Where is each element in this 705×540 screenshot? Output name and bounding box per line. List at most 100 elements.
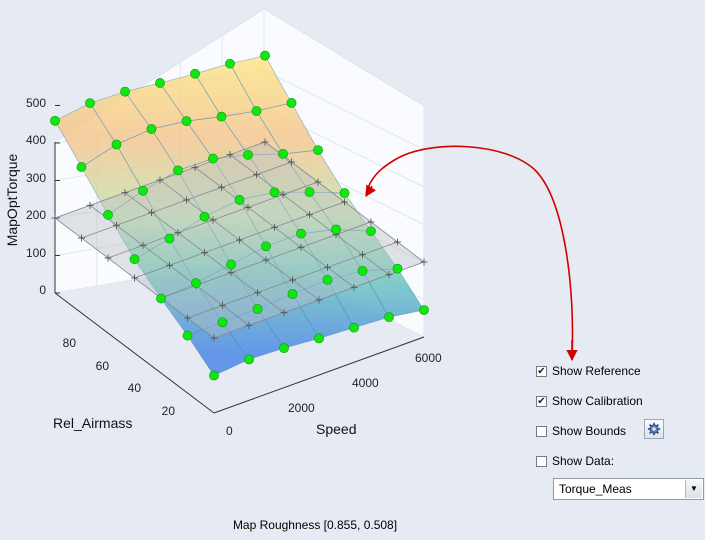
calibration-point[interactable] xyxy=(243,149,253,160)
calibration-point[interactable] xyxy=(357,265,368,276)
chevron-down-icon[interactable]: ▼ xyxy=(685,480,702,498)
airmass-axis-line xyxy=(54,292,215,414)
reference-node-marker xyxy=(184,314,191,322)
airmass-axis-label: Rel_Airmass xyxy=(53,415,132,431)
reference-node-marker xyxy=(183,196,190,204)
speed-tick-6000: 6000 xyxy=(415,351,442,365)
reference-node-marker xyxy=(279,191,287,199)
show-data-option[interactable]: Show Data: xyxy=(536,452,614,470)
calibration-point[interactable] xyxy=(146,124,157,134)
data-source-value: Torque_Meas xyxy=(559,482,632,496)
calibration-point[interactable] xyxy=(225,58,235,69)
calibration-point[interactable] xyxy=(209,370,219,381)
calibration-point[interactable] xyxy=(384,312,394,323)
calibration-point[interactable] xyxy=(286,97,297,108)
calibration-point[interactable] xyxy=(103,209,113,220)
show-reference-label: Show Reference xyxy=(552,364,641,378)
calibration-point[interactable] xyxy=(191,278,201,288)
calibration-point[interactable] xyxy=(296,228,306,239)
reference-node-marker xyxy=(288,158,295,166)
speed-tick-4000: 4000 xyxy=(352,376,379,390)
calibration-point[interactable] xyxy=(331,224,341,235)
reference-node-marker xyxy=(104,254,112,262)
calibration-point[interactable] xyxy=(251,106,262,116)
show-calibration-label: Show Calibration xyxy=(552,394,643,408)
airmass-tick-40: 40 xyxy=(128,381,142,395)
reference-node-marker xyxy=(166,261,173,269)
calibration-point[interactable] xyxy=(366,226,376,237)
show-reference-option[interactable]: ✔ Show Reference xyxy=(536,362,641,380)
reference-node-marker xyxy=(191,163,199,171)
calibration-point[interactable] xyxy=(156,293,166,304)
z-axis-label: MapOptTorque xyxy=(4,153,20,246)
calibration-point[interactable] xyxy=(392,263,403,274)
reference-node-marker xyxy=(261,138,269,146)
reference-node-marker xyxy=(201,249,208,257)
calibration-points xyxy=(50,50,429,381)
calibration-point[interactable] xyxy=(339,188,350,198)
calibration-point[interactable] xyxy=(182,330,193,341)
calibration-point[interactable] xyxy=(419,305,429,315)
show-data-label: Show Data: xyxy=(552,454,615,468)
calibration-point[interactable] xyxy=(164,233,175,244)
calibration-point[interactable] xyxy=(322,275,333,285)
calibration-point[interactable] xyxy=(314,333,324,344)
reference-node-marker xyxy=(131,274,138,282)
calibration-point[interactable] xyxy=(208,153,218,164)
reference-node-marker xyxy=(253,171,260,179)
calibration-point[interactable] xyxy=(234,195,245,205)
reference-node-marker xyxy=(262,256,270,264)
calibration-point[interactable] xyxy=(260,50,270,61)
reference-node-marker xyxy=(315,296,323,304)
calibration-point[interactable] xyxy=(269,187,280,198)
reference-node-marker xyxy=(306,211,313,219)
gear-icon xyxy=(647,422,661,436)
calibration-point[interactable] xyxy=(349,322,359,333)
calibration-point[interactable] xyxy=(155,78,165,88)
calibration-point[interactable] xyxy=(190,68,200,79)
calibration-point[interactable] xyxy=(76,162,87,172)
calibration-point[interactable] xyxy=(120,86,130,97)
calibration-point[interactable] xyxy=(252,303,263,314)
calibration-point[interactable] xyxy=(138,185,148,196)
calibration-point[interactable] xyxy=(226,259,236,270)
calibration-point[interactable] xyxy=(217,317,228,328)
calibration-point[interactable] xyxy=(304,187,315,197)
airmass-tick-80: 80 xyxy=(63,336,77,350)
show-reference-checkbox[interactable]: ✔ xyxy=(536,365,547,377)
reference-node-marker xyxy=(314,178,322,186)
reference-node-marker xyxy=(394,238,401,246)
reference-node-marker xyxy=(244,203,252,211)
calibration-point[interactable] xyxy=(287,289,298,299)
show-calibration-checkbox[interactable]: ✔ xyxy=(536,395,547,407)
reference-node-marker xyxy=(156,176,164,184)
reference-node-marker xyxy=(86,201,94,209)
show-bounds-option[interactable]: Show Bounds xyxy=(536,419,705,440)
calibration-point[interactable] xyxy=(216,111,227,122)
calibration-point[interactable] xyxy=(111,139,122,150)
airmass-tick-20: 20 xyxy=(162,404,176,418)
show-data-checkbox[interactable] xyxy=(536,455,547,467)
calibration-point[interactable] xyxy=(129,254,140,265)
calibration-point[interactable] xyxy=(279,343,289,354)
reference-node-marker xyxy=(148,209,155,217)
reference-node-marker xyxy=(271,223,278,231)
show-calibration-option[interactable]: ✔ Show Calibration xyxy=(536,392,643,410)
show-bounds-checkbox[interactable] xyxy=(536,425,547,437)
calibration-point[interactable] xyxy=(173,165,183,176)
speed-tick-2000: 2000 xyxy=(288,401,315,415)
calibration-point[interactable] xyxy=(181,116,192,127)
reference-node-marker xyxy=(113,221,120,229)
calibration-point[interactable] xyxy=(199,211,210,222)
calibration-point[interactable] xyxy=(50,115,60,126)
z-tick-0: 0 xyxy=(39,283,46,297)
calibration-point[interactable] xyxy=(278,148,288,159)
reference-node-marker xyxy=(297,243,305,251)
calibration-point[interactable] xyxy=(313,145,323,155)
calibration-point[interactable] xyxy=(261,241,271,252)
data-source-select[interactable]: Torque_Meas ▼ xyxy=(553,478,704,500)
calibration-point[interactable] xyxy=(244,354,254,365)
calibration-point[interactable] xyxy=(85,98,95,109)
bounds-settings-button[interactable] xyxy=(644,419,664,439)
